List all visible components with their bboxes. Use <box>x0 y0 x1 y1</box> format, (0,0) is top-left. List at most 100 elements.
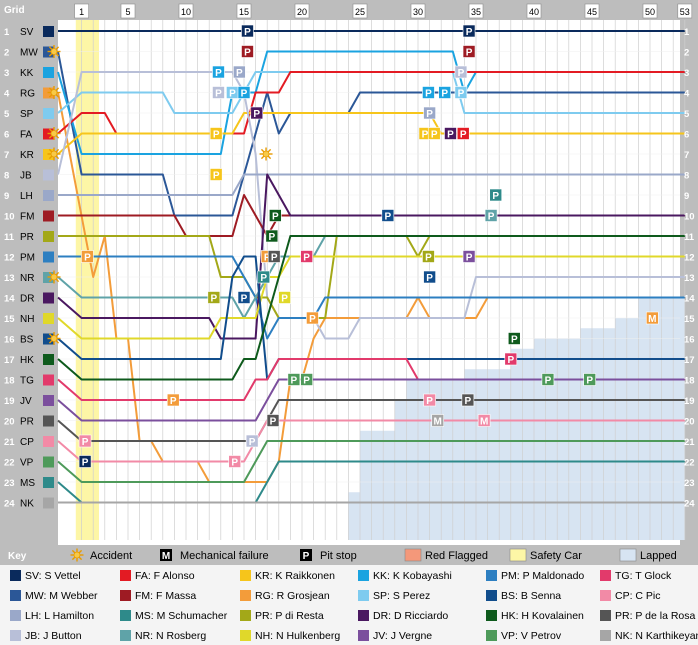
accident-ray <box>78 549 83 554</box>
accident-ray <box>55 46 60 50</box>
series-line <box>58 235 685 319</box>
pit-stop-marker: P <box>462 45 476 59</box>
marker-box <box>212 86 225 99</box>
marker-box <box>209 168 223 181</box>
accident-icon <box>259 147 273 161</box>
finish-position-number: 9 <box>684 191 689 202</box>
finish-position-number: 1 <box>684 27 690 38</box>
finish-position-number: 3 <box>684 68 689 79</box>
grid-position-number: 14 <box>4 294 15 305</box>
pit-stop-marker: P <box>422 250 435 264</box>
driver-legend-swatch <box>120 590 131 601</box>
marker-box <box>241 45 254 58</box>
pit-stop-marker: P <box>456 127 470 141</box>
driver-legend-swatch <box>240 570 251 581</box>
grid-position-number: 10 <box>4 212 15 223</box>
marker-box <box>381 209 395 222</box>
driver-legend-label: TG: T Glock <box>615 570 672 582</box>
driver-legend-label: SP: S Perez <box>373 590 430 602</box>
key-item-label: Lapped <box>640 550 677 562</box>
lap-tick-box <box>236 3 252 19</box>
grid-position-number: 3 <box>4 68 9 79</box>
grid-driver-code: BS <box>20 335 34 346</box>
key-item-label: Accident <box>90 550 132 562</box>
grid-driver-code: LH <box>20 191 33 202</box>
grid-driver-code: VP <box>20 458 34 469</box>
pit-stop-marker: P <box>241 24 254 38</box>
marker-glyph: P <box>213 130 220 141</box>
pit-stop-marker: P <box>444 127 457 141</box>
pit-stop-marker: P <box>166 393 180 407</box>
pit-stop-marker: P <box>454 86 468 100</box>
pit-stop-marker: P <box>207 291 221 305</box>
grid-driver-code: NH <box>20 314 34 325</box>
finish-position-number: 14 <box>684 294 695 305</box>
lapped-region <box>360 430 395 540</box>
pit-stop-marker: P <box>583 373 596 387</box>
grid-driver-swatch <box>43 497 54 509</box>
accident-ray <box>48 94 53 98</box>
marker-glyph: P <box>466 253 473 264</box>
driver-legend-swatch <box>358 630 369 641</box>
marker-box <box>583 373 596 386</box>
grid-position-number: 15 <box>4 314 15 325</box>
marker-box <box>454 65 468 79</box>
grid-driver-swatch <box>43 477 54 488</box>
accident-icon <box>47 332 61 345</box>
marker-box <box>444 127 457 140</box>
marker-glyph: P <box>253 109 260 120</box>
grid-driver-swatch <box>43 395 54 406</box>
marker-box <box>212 65 225 79</box>
driver-legend-swatch <box>120 570 131 581</box>
marker-glyph: M <box>648 314 656 325</box>
grid-position-number: 11 <box>4 232 15 243</box>
pit-stop-marker: P <box>78 434 92 448</box>
lap-tick-box <box>178 3 194 19</box>
lap-tick-box <box>526 3 542 19</box>
driver-legend-swatch <box>486 590 497 601</box>
driver-legend-panel <box>0 565 698 645</box>
marker-glyph: P <box>244 48 251 59</box>
accident-core <box>262 150 270 158</box>
key-item-label: Red Flagged <box>425 550 488 562</box>
marker-glyph: P <box>215 89 222 100</box>
driver-legend-swatch <box>10 630 21 641</box>
marker-box <box>209 127 223 140</box>
driver-legend-swatch <box>120 610 131 621</box>
key-item-label: Pit stop <box>320 550 357 562</box>
finish-position-number: 10 <box>684 212 695 223</box>
driver-legend-swatch <box>486 570 497 581</box>
accident-core <box>73 551 81 559</box>
finish-position-number: 13 <box>684 273 695 284</box>
finish-position-number: 21 <box>684 437 695 448</box>
lap-tick-box <box>120 3 136 19</box>
driver-legend-label: PM: P Maldonado <box>501 570 584 582</box>
marker-glyph: P <box>213 171 220 182</box>
finish-position-number: 15 <box>684 314 695 325</box>
accident-ray <box>55 278 60 283</box>
accident-ray <box>55 128 60 132</box>
lap-tick-label: 53 <box>680 7 690 17</box>
finish-position-number: 22 <box>684 458 695 469</box>
accident-ray <box>55 135 60 139</box>
marker-glyph: P <box>249 437 256 448</box>
pit-stop-marker: P <box>212 65 225 79</box>
marker-glyph: P <box>426 396 433 407</box>
marker-box <box>438 86 451 99</box>
grid-position-number: 17 <box>4 355 15 366</box>
pit-stop-marker: P <box>257 270 271 284</box>
driver-legend-swatch <box>120 630 131 641</box>
grid-driver-code: MS <box>20 478 35 489</box>
grid-driver-code: RG <box>20 89 35 100</box>
marker-box <box>507 332 521 345</box>
accident-ray <box>55 53 60 57</box>
grid-position-number: 6 <box>4 130 9 141</box>
series-line <box>57 235 685 381</box>
pit-stop-marker: P <box>245 434 259 448</box>
grid-driver-swatch <box>43 415 54 427</box>
grid-driver-swatch <box>43 231 54 242</box>
accident-ray <box>48 148 53 153</box>
driver-legend-label: BS: B Senna <box>501 590 561 602</box>
pit-stop-marker: P <box>237 291 251 305</box>
